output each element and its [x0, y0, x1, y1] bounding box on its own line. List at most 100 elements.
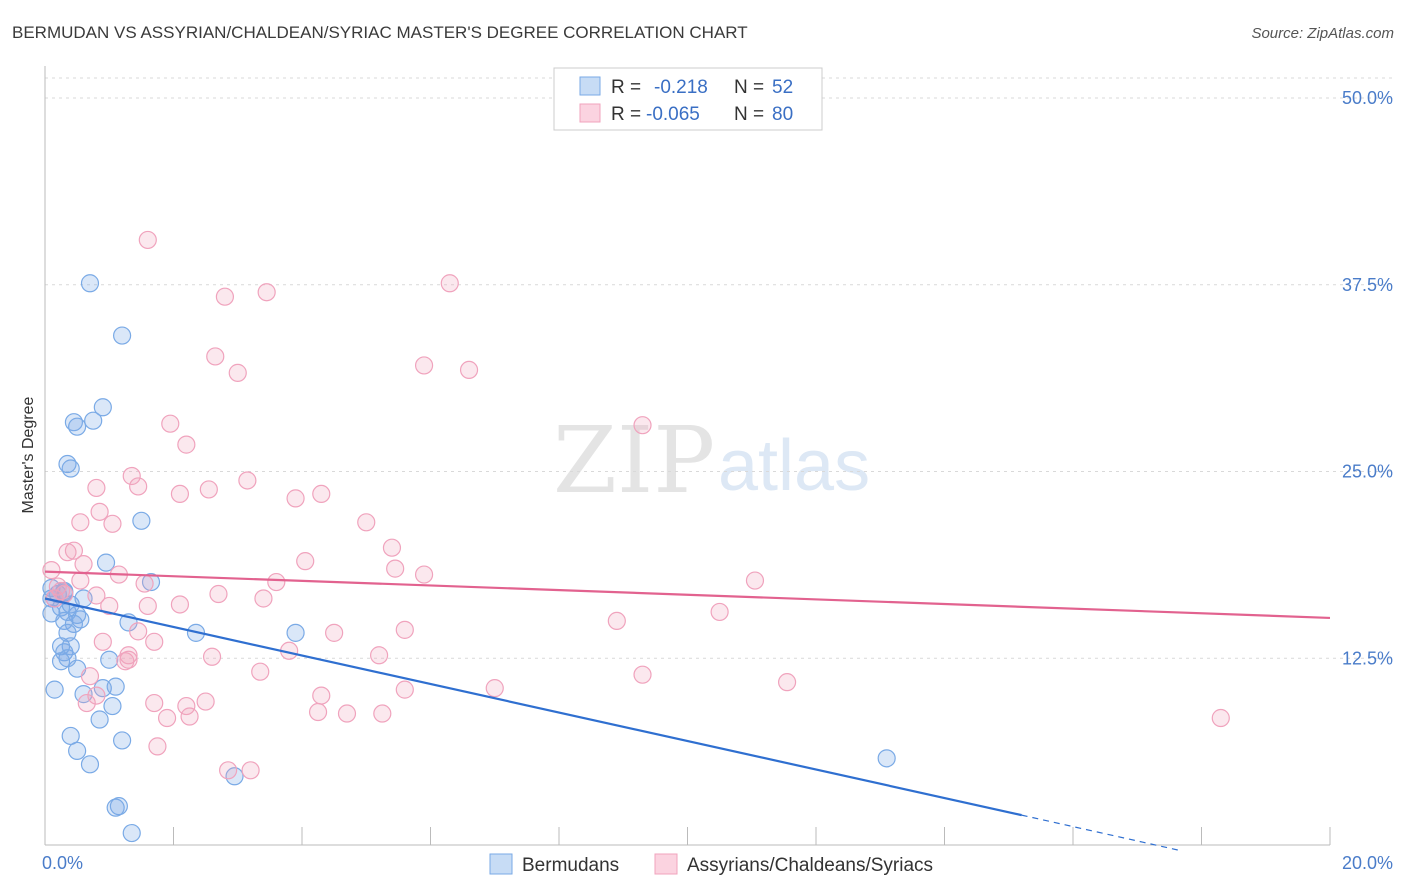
point-assyrians — [485, 679, 504, 698]
point-assyrians — [122, 466, 141, 486]
point-assyrians — [135, 574, 154, 593]
point-assyrians — [206, 347, 225, 366]
point-assyrians — [100, 596, 119, 616]
point-assyrians — [296, 552, 315, 571]
point-assyrians — [325, 623, 344, 642]
point-bermudans — [96, 553, 116, 572]
chart-title: BERMUDAN VS ASSYRIAN/CHALDEAN/SYRIAC MAS… — [12, 23, 748, 42]
point-assyrians — [382, 538, 402, 557]
point-assyrians — [129, 622, 148, 641]
point-bermudans — [106, 677, 125, 696]
watermark-atlas: atlas — [718, 426, 870, 506]
point-assyrians — [254, 589, 273, 608]
bottom-legend-swatch-assyrians — [654, 853, 678, 875]
point-assyrians — [157, 708, 177, 728]
legend-n-value-2: 80 — [772, 104, 793, 125]
point-bermudans — [45, 680, 64, 699]
points-layer — [42, 230, 1230, 843]
point-assyrians — [145, 693, 164, 713]
bottom-legend-swatch-bermudans — [489, 853, 513, 875]
point-assyrians — [312, 484, 331, 504]
point-assyrians — [129, 477, 148, 496]
point-bermudans — [58, 649, 77, 668]
legend-r-label-2: R = — [611, 104, 641, 125]
point-assyrians — [414, 565, 434, 584]
legend-n-label-1: N = — [734, 77, 764, 98]
point-bermudans — [90, 710, 109, 729]
point-assyrians — [357, 513, 376, 532]
point-assyrians — [607, 611, 626, 631]
legend-swatch-bermudans — [579, 76, 601, 96]
bottom-legend: Bermudans Assyrians/Chaldeans/Syriacs — [489, 853, 933, 876]
point-assyrians — [219, 761, 238, 780]
point-assyrians — [90, 502, 109, 521]
stats-legend: R = -0.218 N = 52 R = -0.065 N = 80 — [553, 67, 823, 131]
point-bermudans — [141, 572, 161, 592]
point-assyrians — [395, 620, 414, 639]
point-bermudans — [84, 411, 103, 430]
point-bermudans — [64, 614, 84, 633]
legend-swatch-assyrians — [579, 103, 601, 123]
legend-n-label-2: N = — [734, 104, 764, 125]
point-assyrians — [180, 707, 199, 726]
y-tick-label: 37.5% — [1342, 275, 1393, 295]
x-tick-label: 0.0% — [42, 853, 83, 873]
point-assyrians — [64, 541, 84, 560]
point-assyrians — [308, 702, 328, 722]
point-bermudans — [80, 274, 100, 293]
point-assyrians — [138, 596, 157, 616]
point-bermudans — [877, 749, 896, 768]
point-assyrians — [459, 360, 479, 380]
legend-r-value-1: -0.218 — [654, 77, 708, 98]
point-assyrians — [138, 230, 157, 250]
trend-line-assyrians — [44, 570, 1331, 620]
point-assyrians — [103, 514, 122, 533]
point-assyrians — [148, 737, 167, 756]
grid-layer — [45, 77, 1392, 659]
point-assyrians — [71, 571, 90, 590]
trend-line-bermudans-extension — [1021, 814, 1183, 852]
point-assyrians — [241, 761, 260, 780]
point-bermudans — [112, 731, 132, 750]
point-assyrians — [1211, 708, 1230, 728]
point-assyrians — [312, 686, 331, 705]
point-assyrians — [209, 584, 228, 604]
point-assyrians — [395, 680, 414, 699]
bottom-legend-label-assyrians: Assyrians/Chaldeans/Syriacs — [687, 855, 933, 876]
point-assyrians — [257, 283, 276, 302]
legend-n-value-1: 52 — [772, 77, 793, 98]
point-assyrians — [286, 489, 305, 508]
point-assyrians — [87, 686, 106, 705]
point-assyrians — [119, 650, 138, 669]
point-bermudans — [68, 741, 87, 760]
point-assyrians — [440, 274, 459, 293]
point-assyrians — [87, 586, 106, 605]
y-tick-label: 50.0% — [1342, 88, 1393, 108]
point-assyrians — [373, 704, 392, 723]
legend-r-value-2: -0.065 — [646, 104, 700, 125]
trend-line-bermudans — [44, 597, 1022, 817]
point-assyrians — [202, 647, 222, 666]
point-assyrians — [337, 704, 357, 723]
point-assyrians — [633, 416, 652, 435]
point-assyrians — [80, 667, 100, 686]
y-tick-label: 12.5% — [1342, 648, 1393, 668]
trend-layer — [44, 570, 1331, 852]
point-assyrians — [228, 363, 247, 382]
bottom-legend-label-bermudans: Bermudans — [522, 855, 619, 876]
y-axis-label: Master's Degree — [20, 396, 37, 513]
point-bermudans — [106, 798, 125, 817]
point-assyrians — [710, 602, 729, 622]
point-assyrians — [177, 435, 196, 454]
source-label: Source: ZipAtlas.com — [1251, 25, 1394, 42]
point-bermudans — [112, 326, 132, 345]
point-assyrians — [170, 484, 190, 504]
axis-layer: 12.5% 25.0% 37.5% 50.0% 0.0% 20.0% — [42, 66, 1393, 873]
point-assyrians — [74, 555, 93, 574]
point-bermudans — [93, 398, 112, 417]
point-assyrians — [87, 478, 106, 498]
point-assyrians — [267, 572, 286, 592]
point-assyrians — [161, 414, 180, 433]
point-assyrians — [77, 693, 96, 713]
